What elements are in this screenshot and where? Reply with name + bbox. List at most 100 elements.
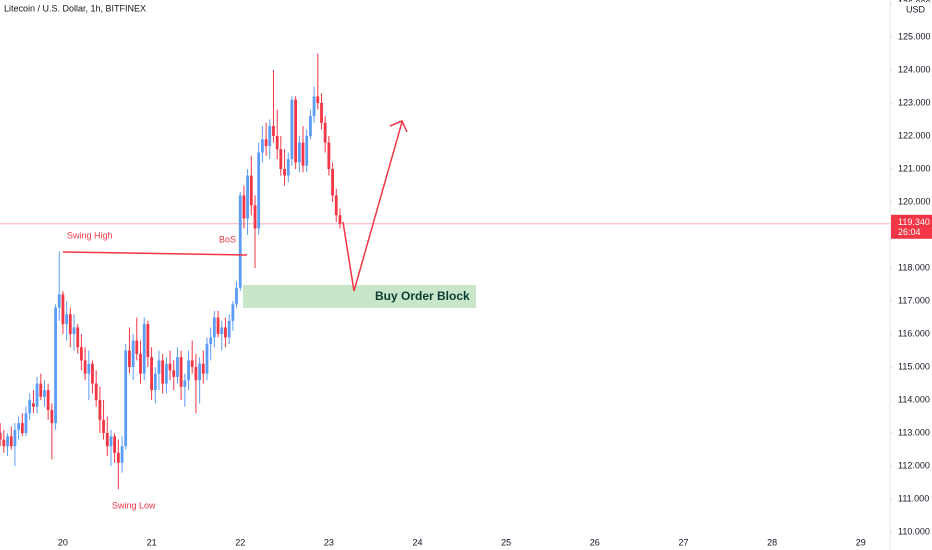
chart-title: Litecoin / U.S. Dollar, 1h, BITFINEX <box>4 3 146 13</box>
candle-body <box>198 363 202 381</box>
y-tick-label: 124.000 <box>898 64 931 74</box>
candle-body <box>91 363 94 384</box>
candle-body <box>312 96 316 117</box>
candle-body <box>116 452 120 463</box>
candle-body <box>305 135 309 166</box>
candle-body <box>54 307 57 424</box>
candle-body <box>338 215 342 224</box>
candle-body <box>264 139 268 146</box>
x-tick-label: 23 <box>324 537 334 547</box>
candle-body <box>316 96 320 103</box>
candle-body <box>76 327 80 348</box>
bos-label: BoS <box>219 234 236 244</box>
candle-body <box>190 360 194 368</box>
candle-body <box>9 436 13 447</box>
currency-label: USD <box>906 4 926 14</box>
candle-body <box>17 423 21 430</box>
order-block-label: Buy Order Block <box>375 289 470 303</box>
candle-body <box>327 142 331 169</box>
candle-body <box>43 390 46 397</box>
candle-body <box>128 350 131 368</box>
candle-body <box>209 337 213 344</box>
candle-body <box>323 122 327 143</box>
candle-body <box>13 429 17 447</box>
candle-body <box>24 413 28 434</box>
y-tick-label: 123.000 <box>898 97 931 107</box>
y-tick-label: 122.000 <box>898 130 931 140</box>
candle-body <box>0 433 2 440</box>
candle-body <box>249 175 253 206</box>
candle-body <box>120 446 124 463</box>
x-tick-label: 29 <box>856 537 866 547</box>
candle-body <box>102 419 105 434</box>
candle-body <box>113 436 117 453</box>
y-tick-label: 125.000 <box>898 31 931 41</box>
candle-body <box>168 363 172 371</box>
currency-box <box>898 2 930 16</box>
arrow-head <box>389 120 408 133</box>
candle-body <box>275 135 279 150</box>
x-tick-label: 22 <box>235 537 245 547</box>
candle-body <box>65 314 69 325</box>
candle-body <box>79 347 83 361</box>
candle-body <box>260 139 264 153</box>
y-tick-label: 118.000 <box>898 262 930 272</box>
y-tick-label: 112.000 <box>898 460 930 470</box>
y-tick-label: 117.000 <box>898 295 930 305</box>
candle-body <box>331 168 334 196</box>
last-price-box <box>891 214 932 239</box>
candle-body <box>172 370 176 377</box>
candle-body <box>309 116 312 136</box>
candle-body <box>124 350 128 447</box>
candle-body <box>238 195 242 288</box>
candle-body <box>68 314 72 335</box>
countdown-label: 26:04 <box>898 227 921 237</box>
candle-body <box>257 152 261 229</box>
y-tick-label: 115.000 <box>898 361 930 371</box>
candle-body <box>334 195 338 216</box>
candle-body <box>32 403 35 407</box>
candle-body <box>286 159 290 176</box>
candle-body <box>46 390 50 410</box>
candle-body <box>235 287 238 305</box>
y-tick-label: 116.000 <box>898 328 930 338</box>
candle-body <box>179 357 183 387</box>
x-tick-label: 28 <box>767 537 777 547</box>
swing-high-line <box>62 251 248 256</box>
candle-body <box>279 149 283 169</box>
candle-body <box>187 360 190 381</box>
candle-body <box>201 363 205 374</box>
candle-body <box>109 436 113 447</box>
candle-body <box>227 320 231 338</box>
candle-body <box>205 343 209 374</box>
y-tick-label: 110.000 <box>898 526 930 536</box>
candle-body <box>212 317 216 338</box>
candle-body <box>6 436 9 447</box>
candle-body <box>146 324 150 358</box>
candle-body <box>301 142 305 166</box>
swing-low-label: Swing Low <box>112 500 156 510</box>
candle-body <box>150 357 153 391</box>
candle-body <box>135 340 139 354</box>
candle-body <box>153 373 157 391</box>
candle-body <box>320 102 323 123</box>
candle-body <box>139 353 142 374</box>
y-axis: 110.000 111.000 112.000 113.000 114.000 115.0… <box>890 0 932 536</box>
candle-body <box>224 327 227 338</box>
projection-arrow <box>342 121 403 292</box>
candle-body <box>176 357 179 377</box>
candle-body <box>2 439 6 447</box>
candle-body <box>220 327 224 335</box>
candle-body <box>87 363 91 374</box>
candle-body <box>57 294 61 308</box>
candle-body <box>183 380 187 387</box>
swing-high-label: Swing High <box>67 230 113 240</box>
y-tick-label: 113.000 <box>898 427 930 437</box>
candle-body <box>194 367 198 381</box>
plot-area: 20 21 22 23 24 25 26 27 28 29 <box>0 53 890 547</box>
candle-body <box>246 175 249 219</box>
candle-body <box>83 360 87 374</box>
candle-body <box>242 195 246 219</box>
x-tick-label: 20 <box>58 537 68 547</box>
